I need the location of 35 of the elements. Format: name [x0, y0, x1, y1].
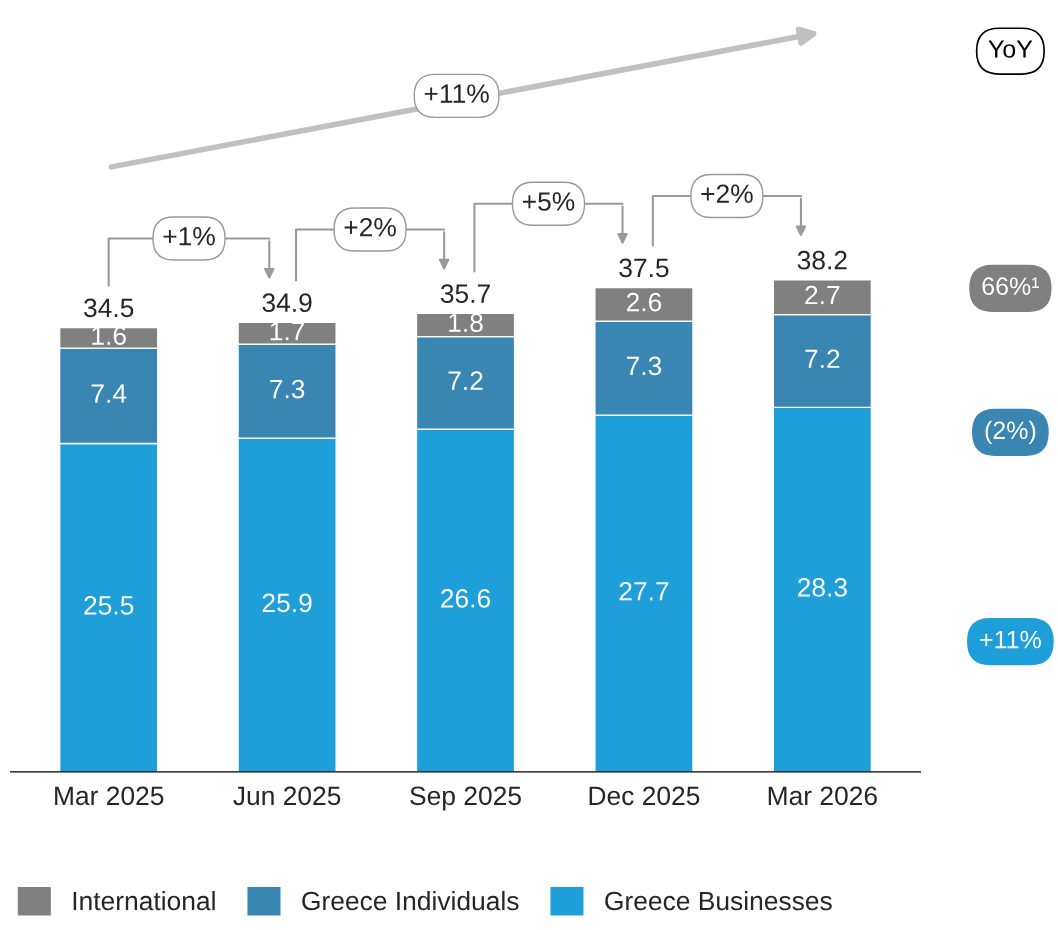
- total-label: 34.5: [84, 298, 134, 318]
- total-label: 35.7: [440, 284, 490, 304]
- data-label: 2.7: [805, 285, 840, 305]
- data-label: 26.6: [441, 589, 491, 608]
- total-label: 37.5: [619, 258, 669, 278]
- data-label: 7.3: [626, 356, 662, 376]
- total-label: 34.9: [262, 293, 312, 313]
- text: YoY: [988, 40, 1033, 58]
- x-tick-label: Dec 2025: [589, 786, 700, 806]
- data-label: 7.2: [448, 371, 483, 390]
- x-tick-label: Mar 2025: [55, 786, 164, 806]
- x-tick-label: Sep 2025: [410, 786, 521, 811]
- text: +1%: [163, 227, 215, 246]
- text: 66%¹: [982, 277, 1040, 296]
- text: +2%: [701, 184, 753, 203]
- data-label: 25.5: [84, 596, 134, 615]
- data-label: 27.7: [619, 581, 669, 601]
- text: +2%: [344, 217, 396, 237]
- data-label: 7.2: [805, 349, 840, 368]
- data-label: 28.3: [797, 578, 847, 597]
- data-label: 7.3: [270, 379, 305, 399]
- legend-label: Greece Businesses: [605, 890, 832, 911]
- data-label: 2.6: [626, 292, 662, 312]
- text: (2%): [985, 420, 1036, 445]
- text: +11%: [980, 630, 1041, 649]
- x-tick-label: Mar 2026: [768, 786, 877, 806]
- text: +5%: [522, 192, 575, 211]
- total-label: 38.2: [797, 250, 847, 270]
- data-label: 25.9: [262, 593, 312, 613]
- data-label: 1.8: [449, 313, 483, 333]
- legend-label: Greece Individuals: [302, 890, 519, 911]
- data-label: 7.4: [91, 384, 127, 403]
- text: +11%: [424, 84, 489, 103]
- legend-label: International: [73, 890, 215, 911]
- x-tick-label: Jun 2025: [233, 786, 341, 806]
